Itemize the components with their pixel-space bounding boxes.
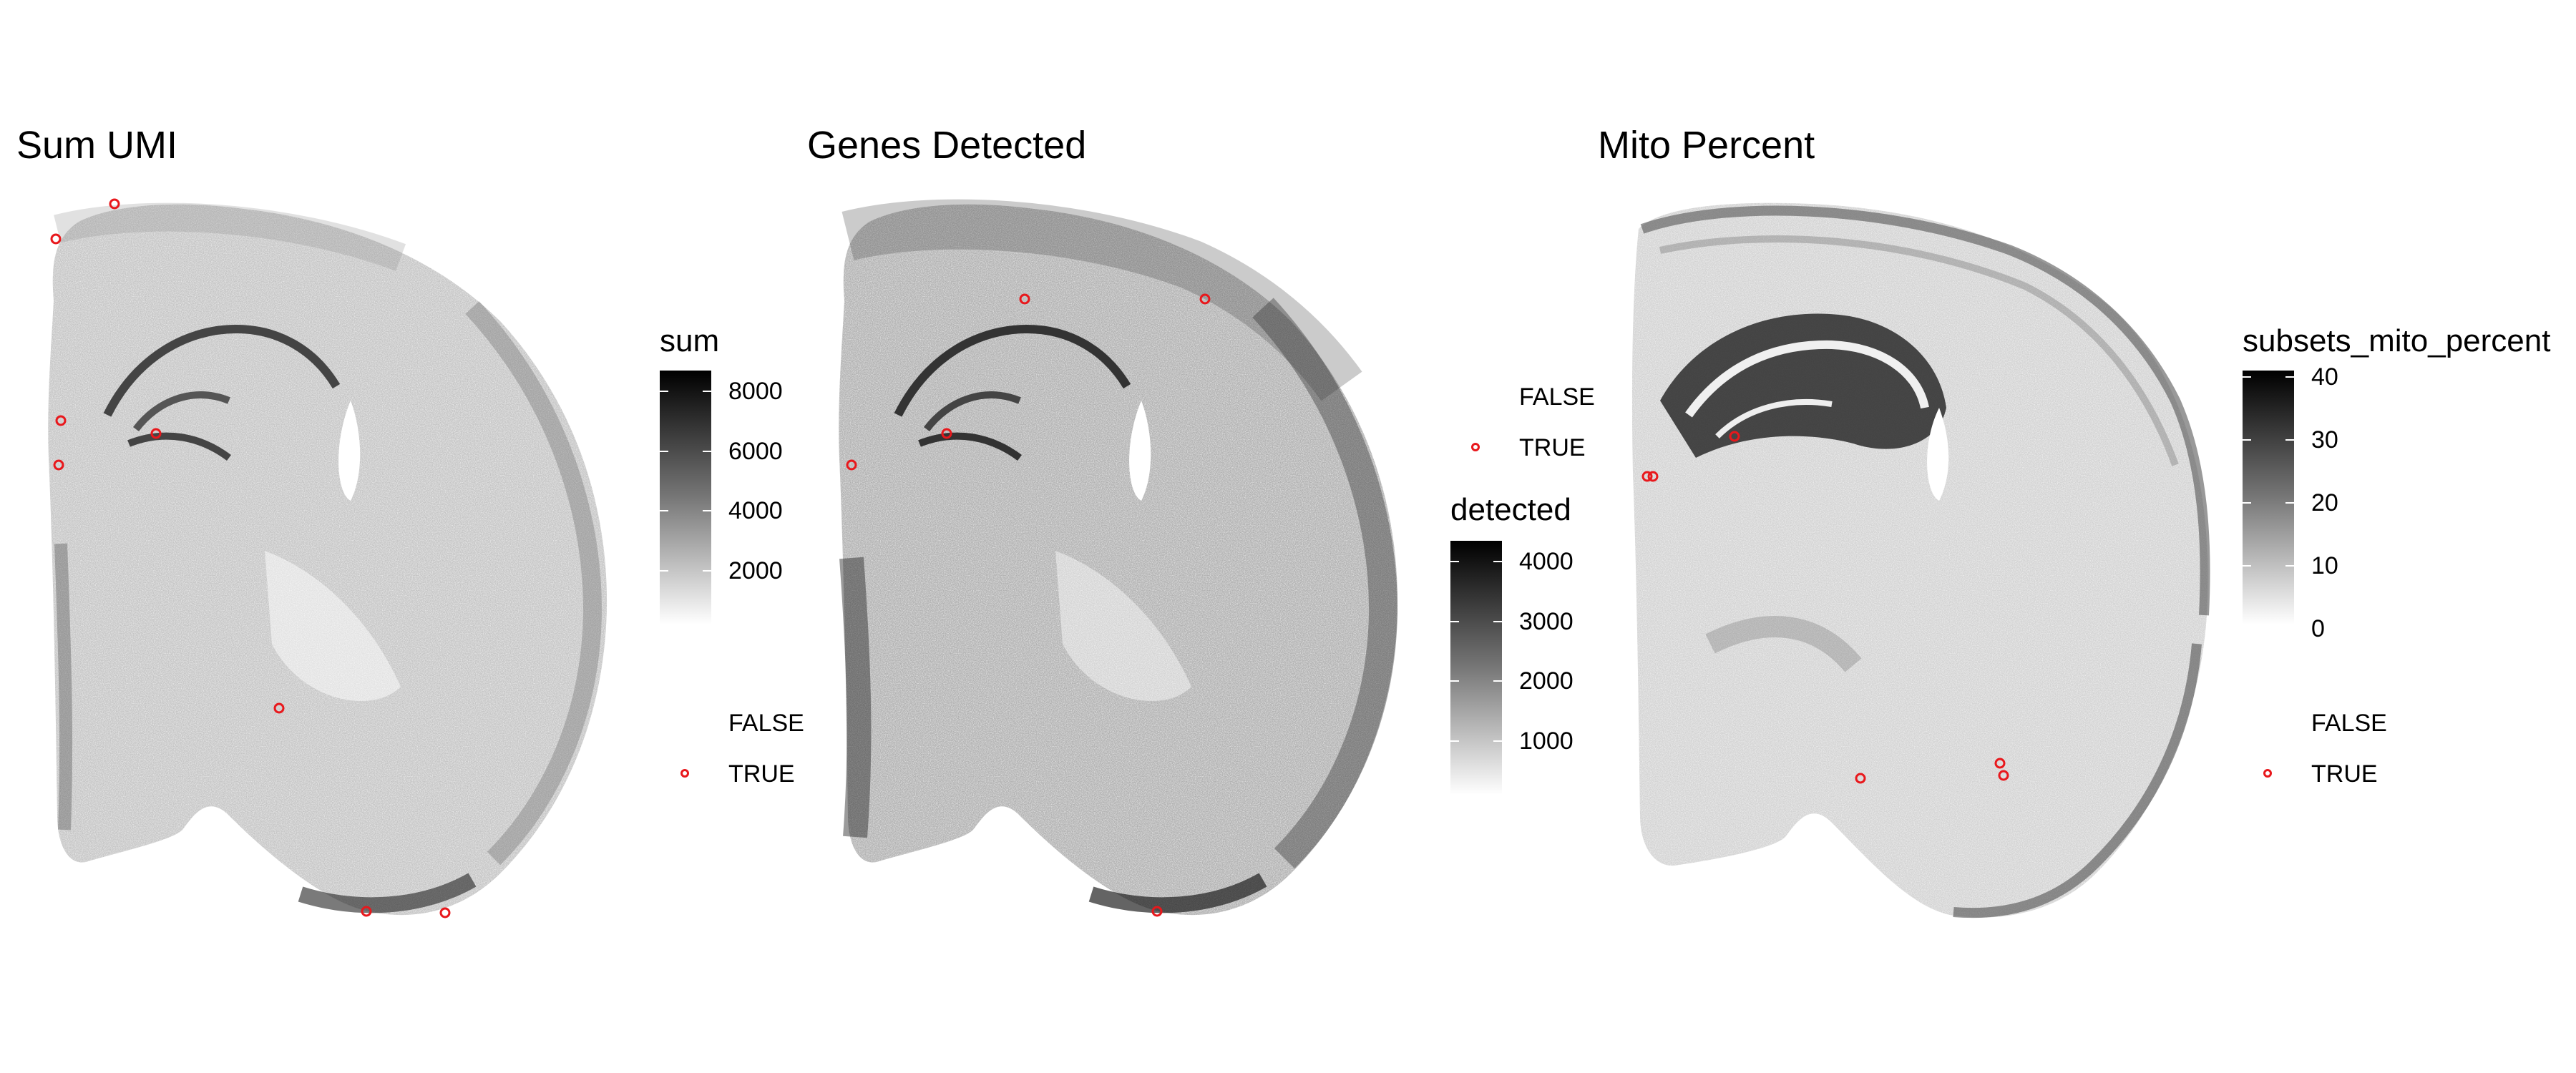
outlier-point	[55, 415, 67, 426]
outlier-point	[1729, 431, 1740, 442]
key-label-true: TRUE	[2311, 760, 2378, 788]
key-label-false: FALSE	[1519, 383, 1595, 411]
tissue-plot-detected	[839, 199, 1398, 917]
colorbar-tick: 6000	[728, 438, 783, 465]
colorbar-tick: 30	[2311, 426, 2338, 454]
colorbar-tick: 2000	[728, 557, 783, 584]
outlier-point	[1641, 471, 1653, 482]
key-label-false: FALSE	[728, 710, 804, 737]
outlier-point	[1647, 471, 1659, 482]
outlier-point	[1019, 293, 1030, 305]
key-symbol-true	[680, 769, 689, 778]
colorbar	[660, 371, 711, 624]
colorbar-title: sum	[660, 323, 720, 358]
outlier-point	[1855, 773, 1866, 784]
tissue-plot-mito	[1631, 202, 2210, 918]
colorbar-title: detected	[1450, 492, 1571, 527]
outlier-point	[273, 702, 285, 714]
colorbar	[1450, 541, 1502, 795]
colorbar-tick: 40	[2311, 363, 2338, 391]
outlier-points	[846, 293, 1211, 917]
outlier-point	[50, 233, 62, 245]
colorbar-tick: 20	[2311, 489, 2338, 516]
panel-sum-umi: Sum UMI sum 800	[0, 0, 804, 1073]
colorbar-tick: 2000	[1519, 667, 1574, 695]
outlier-point	[150, 428, 162, 439]
colorbar	[2243, 371, 2294, 624]
outlier-point	[361, 906, 372, 917]
outlier-point	[1998, 770, 2009, 781]
tissue-section	[839, 199, 1398, 916]
key-symbol-true	[1471, 443, 1480, 451]
tissue-section	[48, 202, 608, 916]
outlier-point	[1151, 906, 1163, 917]
colorbar-title: subsets_mito_percent	[2243, 323, 2551, 358]
key-label-false: FALSE	[2311, 710, 2387, 737]
colorbar-tick: 0	[2311, 615, 2325, 642]
outlier-points	[50, 198, 451, 918]
outlier-point	[846, 459, 857, 471]
outlier-points	[1641, 431, 2009, 784]
colorbar-tick: 3000	[1519, 608, 1574, 635]
tissue-plot-sum	[48, 198, 608, 918]
key-label-true: TRUE	[728, 760, 795, 788]
key-symbol-true	[2263, 769, 2272, 778]
colorbar-tick: 4000	[728, 497, 783, 524]
plot-title: Mito Percent	[1598, 124, 1815, 167]
colorbar-tick: 8000	[728, 378, 783, 405]
plot-title: Genes Detected	[807, 124, 1087, 167]
panel-genes-detected: Genes Detected FALSE TRUE detected	[791, 0, 1595, 1073]
outlier-point	[439, 907, 451, 918]
outlier-point	[1994, 758, 2006, 769]
panel-mito-percent: Mito Percent subsets_mito_percent 40	[1581, 0, 2576, 1073]
colorbar-tick: 4000	[1519, 548, 1574, 575]
tissue-section	[1631, 202, 2210, 918]
key-label-true: TRUE	[1519, 434, 1586, 461]
colorbar-tick: 10	[2311, 552, 2338, 579]
plot-title: Sum UMI	[16, 124, 178, 167]
colorbar-tick: 1000	[1519, 727, 1574, 755]
outlier-point	[941, 428, 952, 439]
outlier-point	[53, 459, 64, 471]
outlier-point	[109, 198, 120, 210]
outlier-point	[1199, 293, 1211, 305]
